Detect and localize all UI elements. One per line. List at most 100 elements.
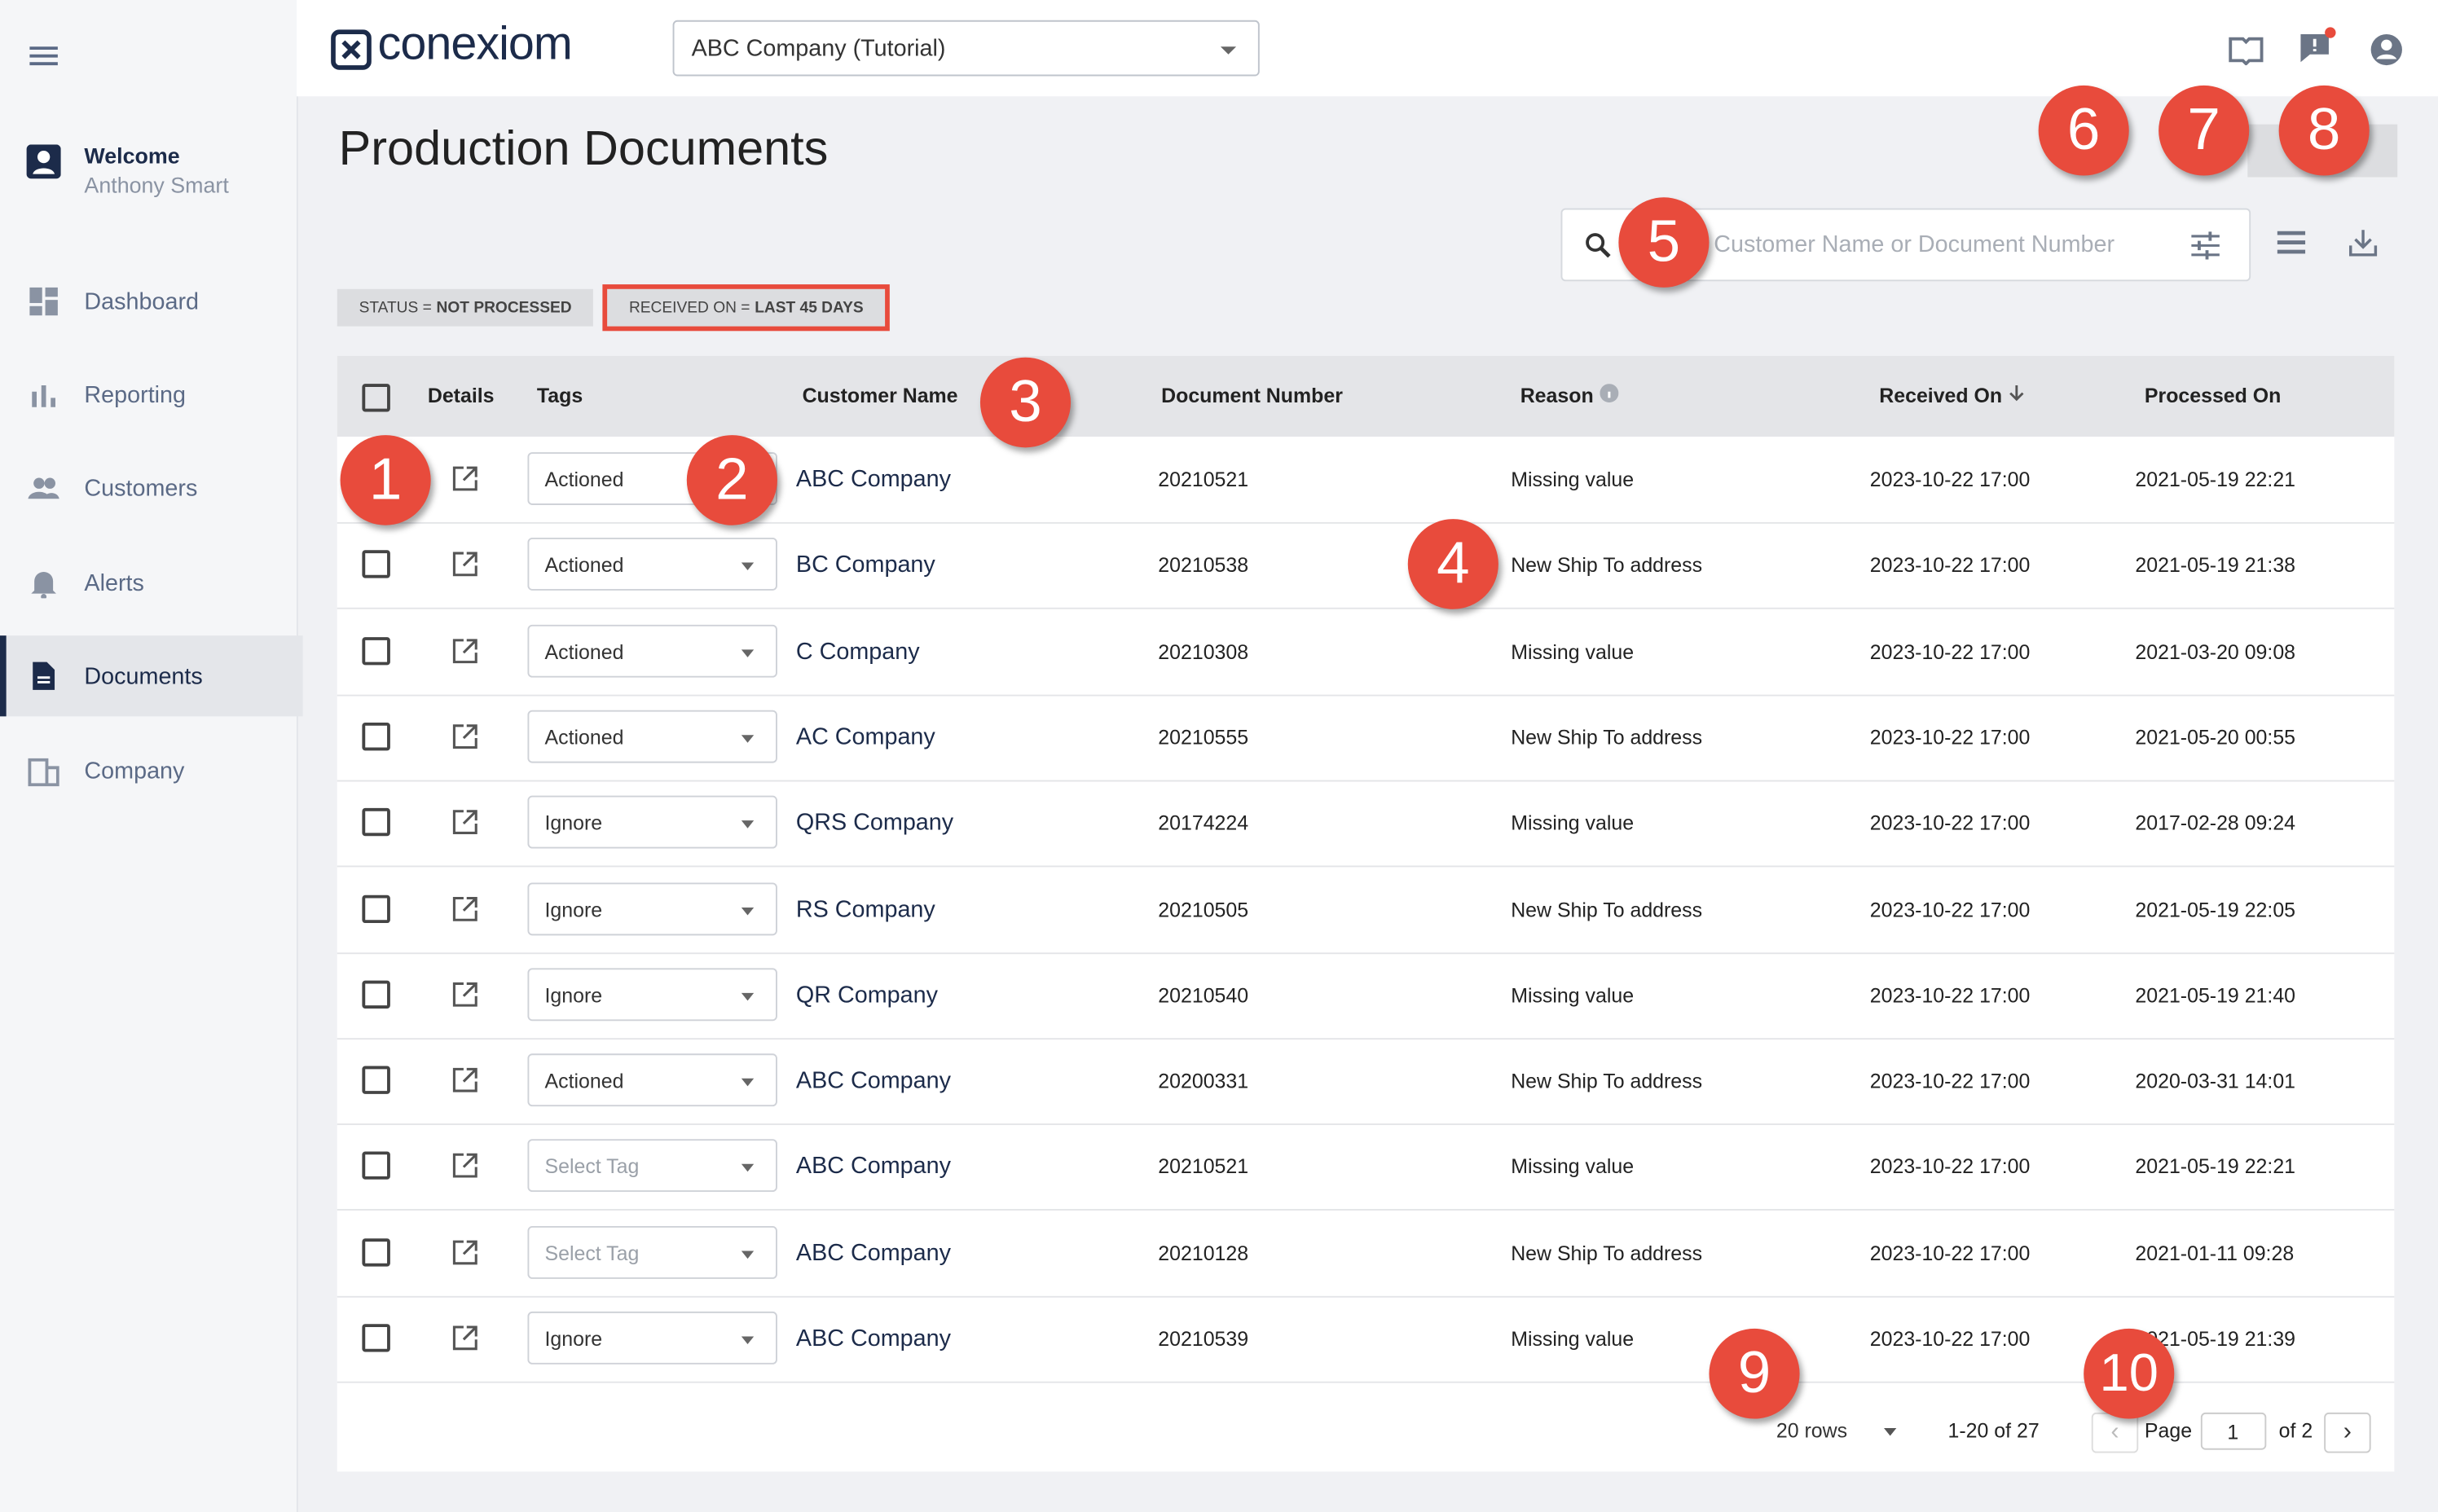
open-icon bbox=[452, 896, 477, 921]
customer-name[interactable]: ABC Company bbox=[795, 1067, 951, 1095]
nav-item[interactable]: Reporting bbox=[0, 354, 297, 435]
page-input[interactable]: 1 bbox=[2200, 1412, 2267, 1450]
row-checkbox[interactable] bbox=[362, 1324, 390, 1352]
customer-name[interactable]: ABC Company bbox=[795, 1239, 951, 1267]
row-checkbox[interactable] bbox=[362, 1066, 390, 1095]
received-on: 2023-10-22 17:00 bbox=[1869, 1327, 2031, 1351]
tag-select[interactable]: Ignore bbox=[527, 967, 777, 1021]
document-number: 20210539 bbox=[1158, 1327, 1249, 1351]
rows-per-page[interactable]: 20 rows bbox=[1776, 1418, 1848, 1443]
user-name: Anthony Smart bbox=[84, 172, 229, 198]
details-button[interactable] bbox=[451, 636, 479, 664]
info-icon[interactable] bbox=[1599, 384, 1618, 403]
table-row: Select Tag ABC Company 20210521 Missing val… bbox=[337, 1124, 2395, 1211]
row-checkbox[interactable] bbox=[362, 808, 390, 837]
welcome: Welcome bbox=[84, 143, 180, 169]
customer-name[interactable]: AC Company bbox=[795, 723, 935, 751]
customer-name[interactable]: ABC Company bbox=[795, 466, 951, 493]
row-checkbox[interactable] bbox=[362, 980, 390, 1009]
annotation-marker: 1 bbox=[340, 435, 431, 525]
customer-name[interactable]: QRS Company bbox=[795, 810, 954, 837]
tag-select[interactable]: Actioned bbox=[527, 452, 777, 505]
tag-select[interactable]: Actioned bbox=[527, 710, 777, 763]
column-header[interactable]: Reason bbox=[1520, 356, 1618, 437]
nav-item[interactable]: Company bbox=[0, 731, 297, 811]
sort-icon[interactable] bbox=[2008, 384, 2027, 402]
details-button[interactable] bbox=[451, 1238, 479, 1266]
column-header[interactable]: Processed On bbox=[2144, 384, 2282, 407]
filter-chip[interactable]: RECEIVED ON = LAST 45 DAYS bbox=[602, 284, 891, 332]
next-page[interactable]: › bbox=[2324, 1412, 2371, 1453]
table-row: Actioned ABC Company 20200331 New Ship To a… bbox=[337, 1038, 2395, 1126]
details-button[interactable] bbox=[451, 1152, 479, 1180]
details-button[interactable] bbox=[451, 551, 479, 578]
row-checkbox[interactable] bbox=[362, 636, 390, 665]
reason: New Ship To address bbox=[1511, 553, 1703, 578]
tag-select[interactable]: Ignore bbox=[527, 1311, 777, 1365]
column-header[interactable]: Customer Name bbox=[802, 384, 958, 407]
tag-value: Actioned bbox=[544, 1069, 624, 1093]
details-button[interactable] bbox=[451, 464, 479, 492]
tag-select[interactable]: Ignore bbox=[527, 881, 777, 935]
tag-select[interactable]: Select Tag bbox=[527, 1225, 777, 1279]
row-checkbox[interactable] bbox=[362, 722, 390, 751]
customer-name[interactable]: BC Company bbox=[795, 552, 935, 579]
row-checkbox[interactable] bbox=[362, 1237, 390, 1267]
page-title: Production Documents bbox=[338, 121, 829, 176]
details-button[interactable] bbox=[451, 1324, 479, 1352]
menu-button[interactable] bbox=[28, 43, 59, 68]
tag-select[interactable]: Actioned bbox=[527, 538, 777, 591]
help-button[interactable] bbox=[2227, 34, 2264, 66]
received-on: 2023-10-22 17:00 bbox=[1869, 640, 2031, 663]
document-number: 20200331 bbox=[1158, 1069, 1249, 1093]
details-button[interactable] bbox=[451, 723, 479, 750]
document-number: 20210521 bbox=[1158, 1155, 1249, 1179]
tag-value: Select Tag bbox=[544, 1155, 640, 1179]
row-checkbox[interactable] bbox=[362, 550, 390, 579]
nav-item[interactable]: Alerts bbox=[0, 543, 297, 623]
tag-select[interactable]: Ignore bbox=[527, 795, 777, 849]
filter-button[interactable] bbox=[2189, 231, 2220, 260]
processed-on: 2020-03-31 14:01 bbox=[2135, 1069, 2296, 1093]
tag-value: Ignore bbox=[544, 983, 603, 1007]
filter-chip[interactable]: STATUS = NOT PROCESSED bbox=[337, 288, 594, 327]
open-icon bbox=[452, 1068, 477, 1092]
row-checkbox[interactable] bbox=[362, 1152, 390, 1180]
details-button[interactable] bbox=[451, 808, 479, 836]
columns-button[interactable] bbox=[2277, 230, 2306, 255]
column-header[interactable]: Received On bbox=[1879, 356, 2027, 437]
nav-item[interactable]: Customers bbox=[0, 447, 297, 528]
select-all-checkbox[interactable] bbox=[362, 384, 390, 412]
row-checkbox[interactable] bbox=[362, 894, 390, 923]
page-count: of 2 bbox=[2278, 1418, 2313, 1443]
account-button[interactable] bbox=[2370, 33, 2404, 67]
customer-name[interactable]: ABC Company bbox=[795, 1325, 951, 1352]
received-on: 2023-10-22 17:00 bbox=[1869, 468, 2031, 491]
chip-label: STATUS = bbox=[359, 299, 432, 317]
reason: Missing value bbox=[1511, 1327, 1635, 1351]
customer-name[interactable]: QR Company bbox=[795, 982, 938, 1009]
customer-name[interactable]: RS Company bbox=[795, 895, 935, 923]
details-button[interactable] bbox=[451, 894, 479, 922]
download-button[interactable] bbox=[2348, 226, 2379, 257]
tag-select[interactable]: Select Tag bbox=[527, 1139, 777, 1193]
tag-value: Actioned bbox=[544, 468, 624, 491]
tag-select[interactable]: Actioned bbox=[527, 624, 777, 677]
tag-select[interactable]: Actioned bbox=[527, 1053, 777, 1107]
customer-name[interactable]: C Company bbox=[795, 638, 920, 665]
table-row: Ignore RS Company 20210505 New Ship To addr… bbox=[337, 866, 2395, 954]
details-button[interactable] bbox=[451, 980, 479, 1008]
received-on: 2023-10-22 17:00 bbox=[1869, 983, 2031, 1007]
nav-item[interactable]: Documents bbox=[0, 635, 303, 717]
reason: New Ship To address bbox=[1511, 1069, 1703, 1093]
nav-item[interactable]: Dashboard bbox=[0, 261, 297, 341]
details-button[interactable] bbox=[451, 1066, 479, 1094]
company-select[interactable]: ABC Company (Tutorial) bbox=[672, 20, 1260, 77]
table-row: Actioned ABC Company 20210521 Missing value… bbox=[337, 437, 2395, 524]
processed-on: 2021-05-19 22:21 bbox=[2135, 1155, 2296, 1179]
customer-name[interactable]: ABC Company bbox=[795, 1154, 951, 1180]
notifications-button[interactable] bbox=[2298, 25, 2339, 66]
annotation-marker: 9 bbox=[1709, 1328, 1800, 1419]
column-header[interactable]: Document Number bbox=[1161, 384, 1343, 407]
